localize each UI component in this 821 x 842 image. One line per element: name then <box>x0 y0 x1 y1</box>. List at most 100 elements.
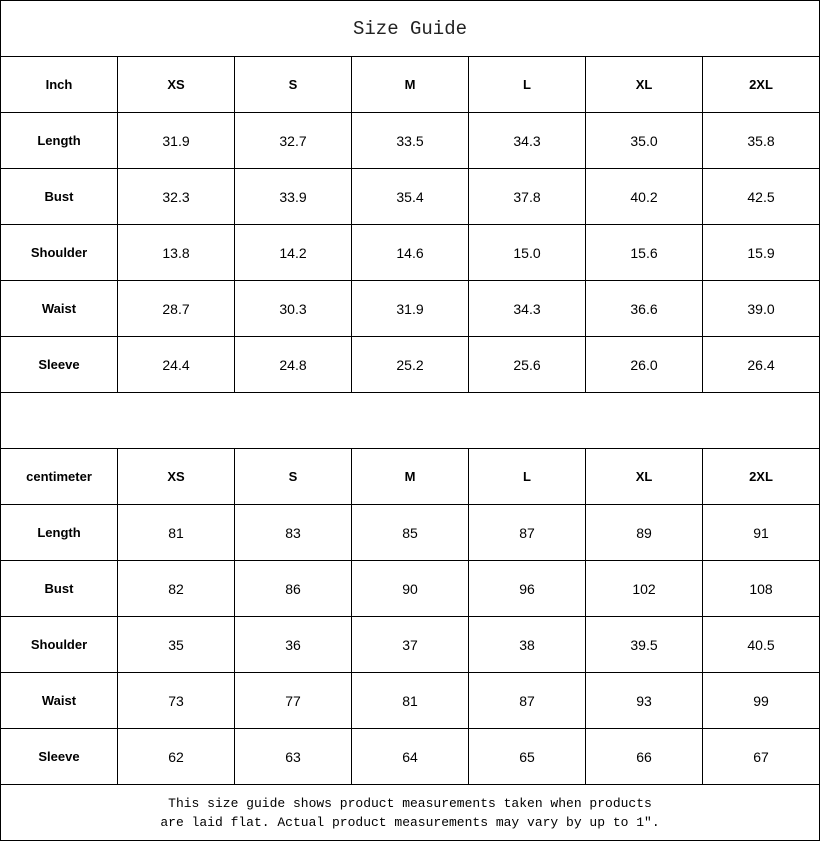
measurement-cell: 83 <box>234 504 352 561</box>
measurement-cell: 26.4 <box>702 336 820 393</box>
measurement-cell: 66 <box>585 728 703 785</box>
measurement-cell: 65 <box>468 728 586 785</box>
measurement-cell: 35 <box>117 616 235 673</box>
table-row: Waist 73 77 81 87 93 99 <box>0 672 820 729</box>
measurement-cell: 89 <box>585 504 703 561</box>
size-header-m: M <box>351 56 469 113</box>
measurement-cell: 62 <box>117 728 235 785</box>
size-header-l: L <box>468 448 586 505</box>
measurement-cell: 90 <box>351 560 469 617</box>
measurement-cell: 85 <box>351 504 469 561</box>
measurement-cell: 99 <box>702 672 820 729</box>
table-row: Bust 32.3 33.9 35.4 37.8 40.2 42.5 <box>0 168 820 225</box>
note-row: This size guide shows product measuremen… <box>0 784 820 841</box>
measurement-cell: 87 <box>468 672 586 729</box>
measurement-cell: 91 <box>702 504 820 561</box>
measurement-cell: 86 <box>234 560 352 617</box>
table-row: Length 31.9 32.7 33.5 34.3 35.0 35.8 <box>0 112 820 169</box>
measurement-cell: 108 <box>702 560 820 617</box>
measurement-cell: 81 <box>351 672 469 729</box>
measurement-cell: 32.7 <box>234 112 352 169</box>
table-row: Shoulder 13.8 14.2 14.6 15.0 15.6 15.9 <box>0 224 820 281</box>
size-header-xl: XL <box>585 448 703 505</box>
size-header-xs: XS <box>117 56 235 113</box>
measurement-cell: 37 <box>351 616 469 673</box>
measurement-cell: 13.8 <box>117 224 235 281</box>
row-label-length: Length <box>0 112 118 169</box>
row-label-sleeve: Sleeve <box>0 728 118 785</box>
measurement-cell: 81 <box>117 504 235 561</box>
table-row: Sleeve 24.4 24.8 25.2 25.6 26.0 26.4 <box>0 336 820 393</box>
measurement-cell: 35.0 <box>585 112 703 169</box>
note-line: are laid flat. Actual product measuremen… <box>160 814 660 830</box>
measurement-cell: 77 <box>234 672 352 729</box>
row-label-sleeve: Sleeve <box>0 336 118 393</box>
measurement-cell: 32.3 <box>117 168 235 225</box>
measurement-note: This size guide shows product measuremen… <box>0 784 820 841</box>
measurement-cell: 36 <box>234 616 352 673</box>
table-row: Bust 82 86 90 96 102 108 <box>0 560 820 617</box>
measurement-cell: 93 <box>585 672 703 729</box>
measurement-cell: 25.2 <box>351 336 469 393</box>
measurement-cell: 14.6 <box>351 224 469 281</box>
measurement-cell: 34.3 <box>468 280 586 337</box>
measurement-cell: 87 <box>468 504 586 561</box>
size-header-2xl: 2XL <box>702 56 820 113</box>
measurement-cell: 33.5 <box>351 112 469 169</box>
measurement-cell: 38 <box>468 616 586 673</box>
measurement-cell: 102 <box>585 560 703 617</box>
measurement-cell: 36.6 <box>585 280 703 337</box>
measurement-cell: 39.0 <box>702 280 820 337</box>
measurement-cell: 15.9 <box>702 224 820 281</box>
measurement-cell: 40.5 <box>702 616 820 673</box>
inch-header-row: Inch XS S M L XL 2XL <box>0 56 820 113</box>
measurement-cell: 73 <box>117 672 235 729</box>
measurement-cell: 63 <box>234 728 352 785</box>
row-label-length: Length <box>0 504 118 561</box>
measurement-cell: 30.3 <box>234 280 352 337</box>
size-header-m: M <box>351 448 469 505</box>
measurement-cell: 37.8 <box>468 168 586 225</box>
size-header-xs: XS <box>117 448 235 505</box>
measurement-cell: 96 <box>468 560 586 617</box>
spacer-cell <box>0 392 820 449</box>
size-header-2xl: 2XL <box>702 448 820 505</box>
measurement-cell: 25.6 <box>468 336 586 393</box>
row-label-shoulder: Shoulder <box>0 224 118 281</box>
measurement-cell: 42.5 <box>702 168 820 225</box>
unit-label: Inch <box>0 56 118 113</box>
centimeter-header-row: centimeter XS S M L XL 2XL <box>0 448 820 505</box>
measurement-cell: 33.9 <box>234 168 352 225</box>
measurement-cell: 24.8 <box>234 336 352 393</box>
measurement-cell: 64 <box>351 728 469 785</box>
measurement-cell: 31.9 <box>117 112 235 169</box>
size-header-xl: XL <box>585 56 703 113</box>
title-row: Size Guide <box>0 0 820 57</box>
page-title: Size Guide <box>0 0 820 57</box>
size-header-s: S <box>234 56 352 113</box>
measurement-cell: 40.2 <box>585 168 703 225</box>
table-row: Waist 28.7 30.3 31.9 34.3 36.6 39.0 <box>0 280 820 337</box>
row-label-bust: Bust <box>0 560 118 617</box>
row-label-bust: Bust <box>0 168 118 225</box>
note-line: This size guide shows product measuremen… <box>168 795 652 811</box>
size-header-l: L <box>468 56 586 113</box>
measurement-cell: 31.9 <box>351 280 469 337</box>
size-header-s: S <box>234 448 352 505</box>
measurement-cell: 26.0 <box>585 336 703 393</box>
measurement-cell: 14.2 <box>234 224 352 281</box>
measurement-cell: 35.8 <box>702 112 820 169</box>
measurement-cell: 39.5 <box>585 616 703 673</box>
table-row: Length 81 83 85 87 89 91 <box>0 504 820 561</box>
unit-label: centimeter <box>0 448 118 505</box>
row-label-waist: Waist <box>0 280 118 337</box>
measurement-cell: 15.0 <box>468 224 586 281</box>
table-row: Sleeve 62 63 64 65 66 67 <box>0 728 820 785</box>
row-label-shoulder: Shoulder <box>0 616 118 673</box>
measurement-cell: 82 <box>117 560 235 617</box>
measurement-cell: 35.4 <box>351 168 469 225</box>
measurement-cell: 34.3 <box>468 112 586 169</box>
measurement-cell: 67 <box>702 728 820 785</box>
measurement-cell: 15.6 <box>585 224 703 281</box>
